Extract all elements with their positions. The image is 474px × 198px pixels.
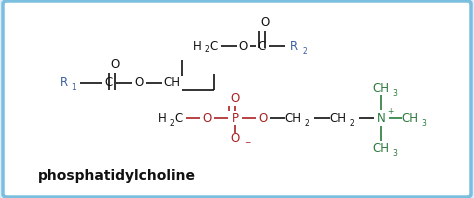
Text: 2: 2 <box>302 47 307 55</box>
Text: O: O <box>258 111 268 125</box>
Text: CH: CH <box>329 111 346 125</box>
Text: H: H <box>192 39 201 52</box>
Text: CH: CH <box>373 82 390 94</box>
Text: 2: 2 <box>350 118 355 128</box>
Text: phosphatidylcholine: phosphatidylcholine <box>38 169 196 183</box>
FancyBboxPatch shape <box>3 1 471 197</box>
Text: 2: 2 <box>170 118 174 128</box>
Text: R: R <box>290 39 298 52</box>
Text: CH: CH <box>373 142 390 154</box>
Text: C: C <box>210 39 218 52</box>
Text: O: O <box>134 76 144 89</box>
Text: 1: 1 <box>72 84 76 92</box>
Text: R: R <box>60 76 68 89</box>
Text: H: H <box>158 111 166 125</box>
Text: 2: 2 <box>305 118 310 128</box>
Text: C: C <box>258 39 266 52</box>
Text: O: O <box>260 16 270 30</box>
Text: O: O <box>238 39 247 52</box>
Text: C: C <box>175 111 183 125</box>
Text: 3: 3 <box>421 118 427 128</box>
Text: 2: 2 <box>205 46 210 54</box>
Text: 3: 3 <box>392 89 397 97</box>
Text: P: P <box>231 111 238 125</box>
Text: 3: 3 <box>392 148 397 157</box>
Text: O: O <box>230 91 240 105</box>
Text: N: N <box>377 111 385 125</box>
Text: O: O <box>230 131 240 145</box>
Text: −: − <box>244 138 250 148</box>
Text: O: O <box>202 111 211 125</box>
Text: CH: CH <box>401 111 419 125</box>
Text: CH: CH <box>284 111 301 125</box>
Text: +: + <box>387 108 393 116</box>
Text: O: O <box>110 58 119 71</box>
Text: CH: CH <box>164 76 181 89</box>
Text: C: C <box>105 76 113 89</box>
